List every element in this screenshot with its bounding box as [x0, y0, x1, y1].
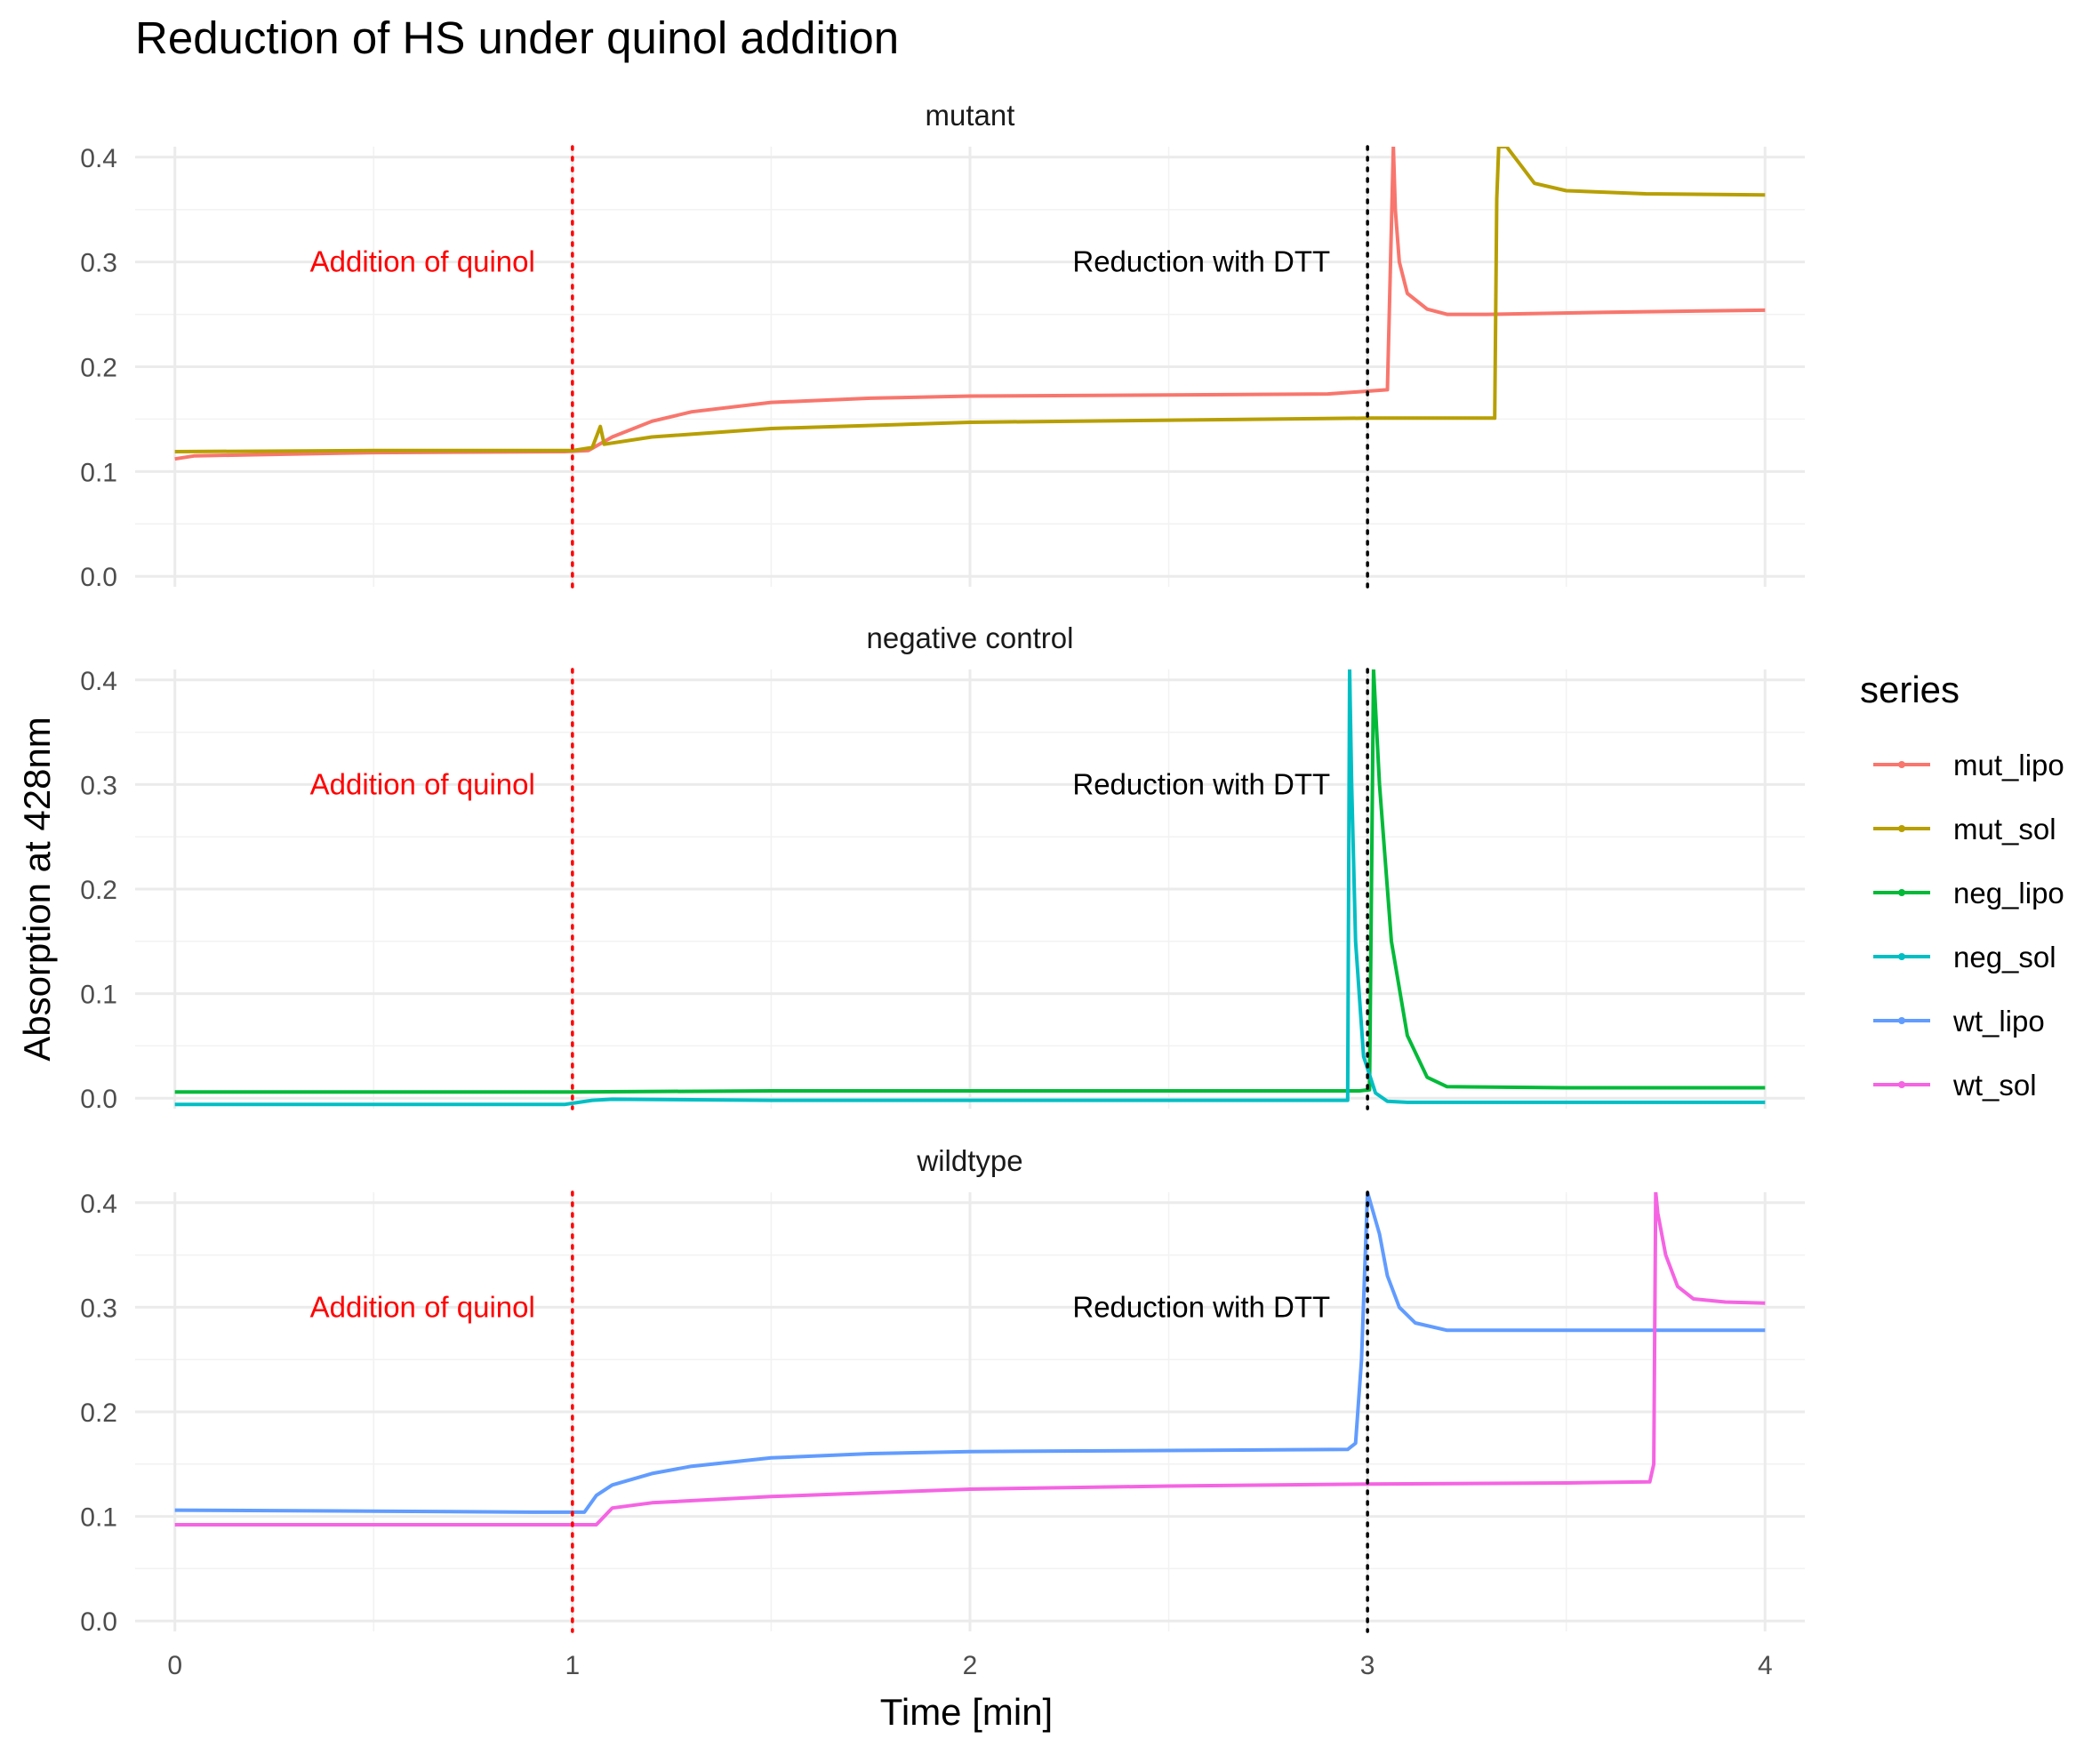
series-group	[174, 1192, 1766, 1527]
legend-label: neg_sol	[1953, 941, 2056, 974]
x-tick-label: 3	[1360, 1651, 1375, 1680]
strip-label: negative control	[867, 621, 1074, 654]
series-line-wt_lipo	[174, 1192, 1766, 1514]
series-line-neg_lipo	[174, 669, 1766, 1094]
legend-label: mut_sol	[1953, 813, 2056, 845]
legend-title: series	[1860, 669, 1960, 710]
y-tick-label: 0.4	[80, 144, 117, 173]
legend-key-point	[1898, 761, 1905, 768]
panel-1: negative control 0.0 0.1 0.2 0.3 0.4 Addition …	[80, 621, 1805, 1114]
quinol-annotation: Addition of quinol	[310, 245, 535, 278]
legend-key-point	[1898, 953, 1905, 960]
legend-label: neg_lipo	[1953, 877, 2064, 910]
legend-label: wt_sol	[1952, 1069, 2037, 1102]
y-tick-label: 0.0	[80, 563, 117, 592]
panel-2: wildtype 0.0 0.1 0.2 0.3 0.4 Addition of quino…	[80, 1144, 1805, 1637]
series-group	[174, 147, 1766, 461]
strip-label: wildtype	[916, 1144, 1022, 1177]
y-tick-label: 0.3	[80, 249, 117, 278]
quinol-annotation: Addition of quinol	[310, 1290, 535, 1323]
x-tick-label: 1	[565, 1651, 581, 1680]
panels: mutant 0.0 0.1 0.2 0.3 0.4 Addition of quinol R…	[80, 99, 1805, 1680]
y-tick-label: 0.3	[80, 1294, 117, 1323]
panel-0: mutant 0.0 0.1 0.2 0.3 0.4 Addition of quinol R…	[80, 99, 1805, 592]
y-tick-label: 0.1	[80, 458, 117, 487]
series-group	[174, 669, 1766, 1107]
y-tick-label: 0.0	[80, 1607, 117, 1637]
y-tick-label: 0.1	[80, 1503, 117, 1533]
legend-key-point	[1898, 1017, 1905, 1024]
y-tick-label: 0.1	[80, 981, 117, 1010]
y-tick-label: 0.2	[80, 354, 117, 383]
quinol-annotation: Addition of quinol	[310, 767, 535, 800]
legend-label: mut_lipo	[1953, 749, 2064, 781]
legend-item-mut_sol: mut_sol	[1873, 813, 2056, 845]
legend-item-neg_sol: neg_sol	[1873, 941, 2056, 974]
y-axis-title: Absorption at 428nm	[16, 717, 58, 1062]
dtt-annotation: Reduction with DTT	[1072, 767, 1330, 800]
series-line-wt_sol	[174, 1192, 1766, 1527]
series-line-mut_sol	[174, 147, 1766, 453]
x-tick-label: 0	[167, 1651, 182, 1680]
y-tick-label: 0.4	[80, 667, 117, 696]
legend-label: wt_lipo	[1952, 1005, 2045, 1038]
y-tick-label: 0.0	[80, 1085, 117, 1114]
y-tick-label: 0.3	[80, 771, 117, 800]
legend-item-wt_lipo: wt_lipo	[1873, 1005, 2045, 1038]
x-tick-label: 4	[1758, 1651, 1773, 1680]
legend-key-point	[1898, 825, 1905, 832]
chart-title: Reduction of HS under quinol addition	[135, 12, 899, 63]
legend-key-point	[1898, 1081, 1905, 1088]
series-line-neg_sol	[174, 669, 1766, 1107]
dtt-annotation: Reduction with DTT	[1072, 1290, 1330, 1323]
legend-item-wt_sol: wt_sol	[1873, 1069, 2037, 1102]
legend-key-point	[1898, 889, 1905, 896]
y-tick-label: 0.2	[80, 876, 117, 905]
dtt-annotation: Reduction with DTT	[1072, 245, 1330, 278]
x-tick-label: 2	[963, 1651, 978, 1680]
y-tick-label: 0.2	[80, 1398, 117, 1428]
y-tick-label: 0.4	[80, 1190, 117, 1219]
legend-item-mut_lipo: mut_lipo	[1873, 749, 2064, 781]
x-axis-title: Time [min]	[880, 1691, 1053, 1733]
strip-label: mutant	[926, 99, 1015, 132]
legend-item-neg_lipo: neg_lipo	[1873, 877, 2064, 910]
legend: series mut_lipo mut_sol neg_lipo neg_sol wt_…	[1860, 669, 2064, 1102]
